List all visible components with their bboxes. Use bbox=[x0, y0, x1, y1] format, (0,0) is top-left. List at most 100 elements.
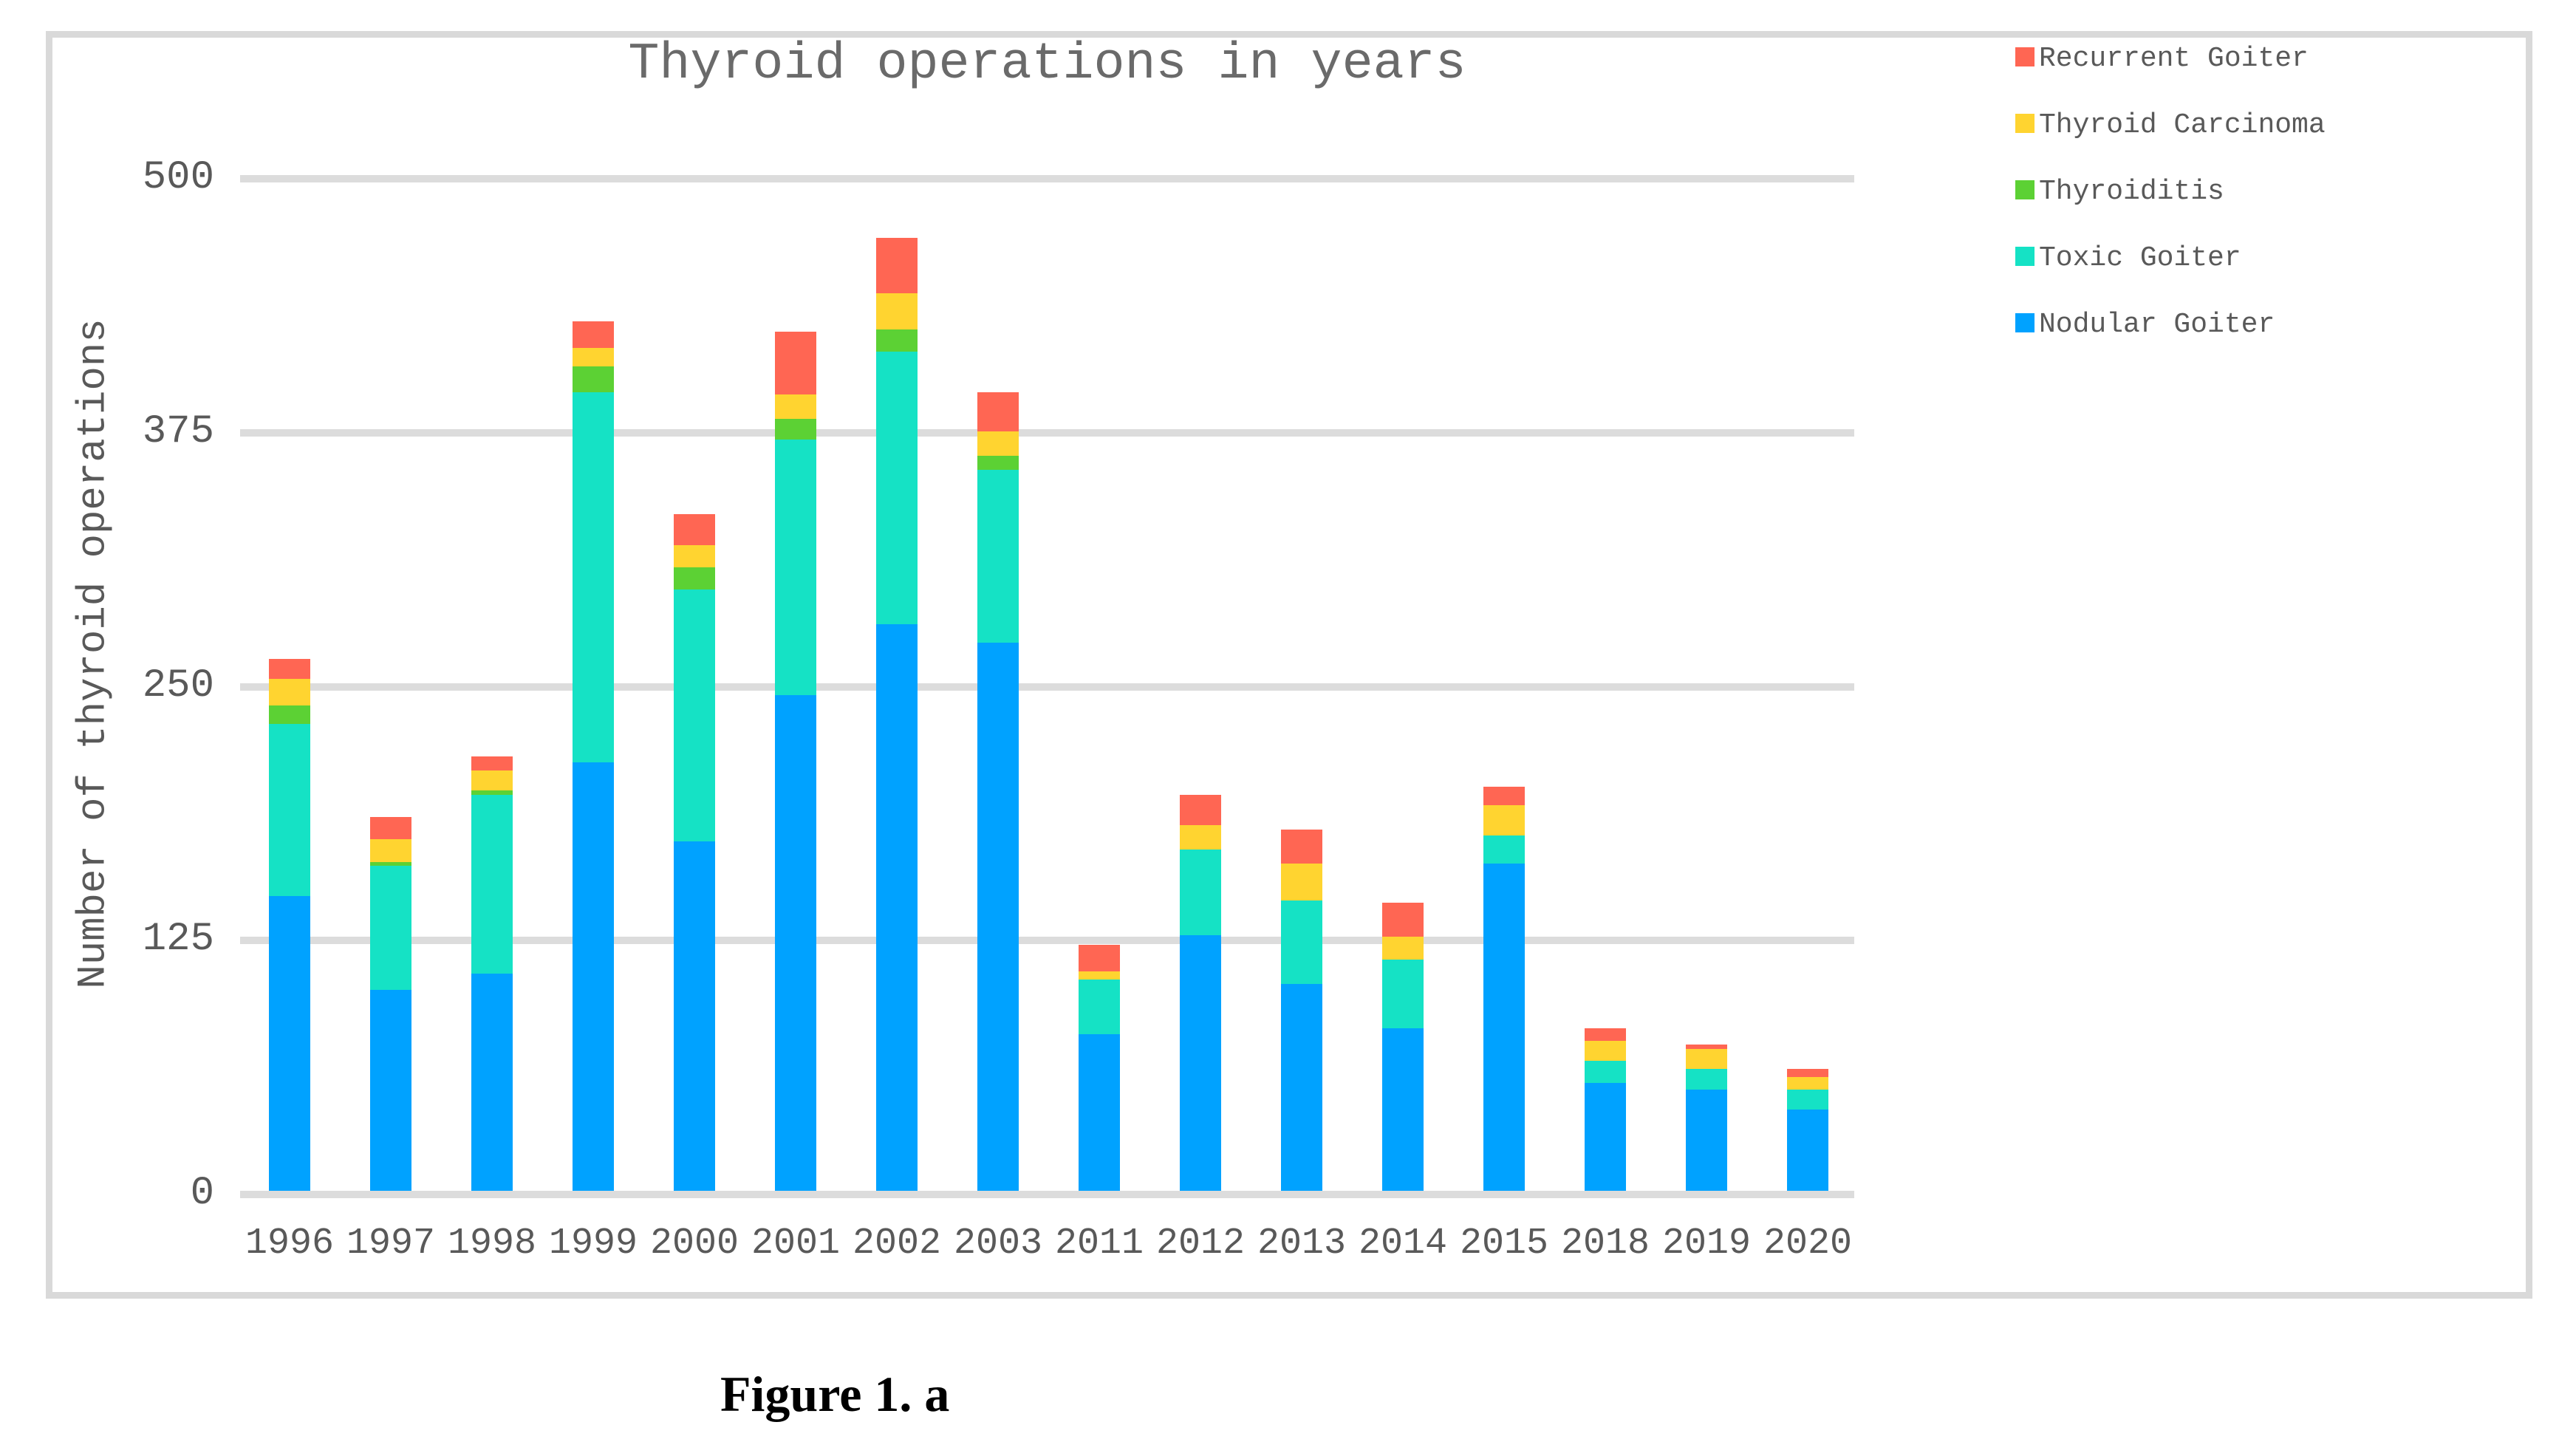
bar-segment-2015-thyroid-carcinoma bbox=[1483, 804, 1525, 835]
x-tick-label-1997: 1997 bbox=[346, 1223, 436, 1265]
bar-segment-2019-thyroid-carcinoma bbox=[1686, 1048, 1727, 1069]
x-tick-label-2020: 2020 bbox=[1763, 1223, 1853, 1265]
x-tick-label-2018: 2018 bbox=[1560, 1223, 1650, 1265]
gridline-250 bbox=[240, 683, 1854, 691]
bar-segment-1996-toxic-goiter bbox=[269, 723, 310, 897]
bar-segment-1999-recurrent-goiter bbox=[573, 321, 614, 348]
x-tick-label-2000: 2000 bbox=[649, 1223, 739, 1265]
x-tick-label-2001: 2001 bbox=[751, 1223, 841, 1265]
chart-title: Thyroid operations in years bbox=[628, 35, 1466, 94]
gridline-125 bbox=[240, 937, 1854, 945]
bar-segment-2015-nodular-goiter bbox=[1483, 864, 1525, 1191]
bar-segment-2012-toxic-goiter bbox=[1180, 850, 1221, 935]
bar-segment-2001-nodular-goiter bbox=[775, 695, 816, 1191]
bar-segment-2000-thyroid-carcinoma bbox=[674, 544, 715, 567]
legend-swatch-icon bbox=[2015, 47, 2035, 66]
y-tick-label-500: 500 bbox=[142, 155, 214, 200]
bar-segment-2019-nodular-goiter bbox=[1686, 1089, 1727, 1191]
legend-swatch-icon bbox=[2015, 247, 2035, 266]
bar-segment-1998-recurrent-goiter bbox=[471, 756, 513, 770]
bar-segment-2020-recurrent-goiter bbox=[1787, 1069, 1828, 1077]
bar-segment-2000-thyroiditis bbox=[674, 567, 715, 589]
bar-segment-2014-thyroid-carcinoma bbox=[1382, 937, 1424, 960]
bar-segment-1997-thyroid-carcinoma bbox=[370, 839, 411, 862]
bar-segment-2015-recurrent-goiter bbox=[1483, 786, 1525, 805]
legend-item-nodular-goiter: Nodular Goiter bbox=[2015, 309, 2275, 341]
legend-item-recurrent-goiter: Recurrent Goiter bbox=[2015, 43, 2309, 75]
bar-segment-2012-nodular-goiter bbox=[1180, 934, 1221, 1191]
bar-segment-1998-toxic-goiter bbox=[471, 794, 513, 974]
bar-segment-1997-nodular-goiter bbox=[370, 989, 411, 1191]
bar-segment-2003-thyroiditis bbox=[977, 455, 1019, 470]
bar-segment-2003-nodular-goiter bbox=[977, 642, 1019, 1191]
bar-segment-1999-nodular-goiter bbox=[573, 762, 614, 1191]
bar-segment-1996-thyroid-carcinoma bbox=[269, 679, 310, 705]
x-tick-label-2019: 2019 bbox=[1661, 1223, 1752, 1265]
x-tick-label-1998: 1998 bbox=[447, 1223, 537, 1265]
bar-segment-2002-thyroid-carcinoma bbox=[876, 293, 918, 329]
bar-segment-2003-thyroid-carcinoma bbox=[977, 431, 1019, 456]
bar-segment-2019-recurrent-goiter bbox=[1686, 1045, 1727, 1049]
legend-label: Toxic Goiter bbox=[2039, 242, 2241, 274]
bar-segment-2018-recurrent-goiter bbox=[1585, 1028, 1626, 1041]
gridline-500 bbox=[240, 175, 1854, 182]
bar-segment-2003-toxic-goiter bbox=[977, 469, 1019, 643]
bar-segment-2013-thyroid-carcinoma bbox=[1281, 864, 1322, 900]
y-tick-label-375: 375 bbox=[142, 409, 214, 454]
bar-segment-2001-thyroid-carcinoma bbox=[775, 394, 816, 419]
bar-segment-2002-recurrent-goiter bbox=[876, 238, 918, 293]
bar-segment-2013-nodular-goiter bbox=[1281, 983, 1322, 1191]
legend-item-thyroiditis: Thyroiditis bbox=[2015, 176, 2224, 208]
legend-label: Thyroid Carcinoma bbox=[2039, 109, 2326, 141]
bar-segment-2020-toxic-goiter bbox=[1787, 1089, 1828, 1110]
legend-swatch-icon bbox=[2015, 114, 2035, 133]
x-tick-label-2012: 2012 bbox=[1155, 1223, 1246, 1265]
bar-segment-2001-toxic-goiter bbox=[775, 439, 816, 695]
bar-segment-2000-recurrent-goiter bbox=[674, 514, 715, 545]
bar-segment-1998-thyroiditis bbox=[471, 790, 513, 795]
bar-segment-1996-nodular-goiter bbox=[269, 896, 310, 1191]
bar-segment-2011-recurrent-goiter bbox=[1079, 945, 1120, 971]
bar-segment-2018-thyroid-carcinoma bbox=[1585, 1040, 1626, 1061]
bar-segment-1998-nodular-goiter bbox=[471, 973, 513, 1191]
bar-segment-2015-toxic-goiter bbox=[1483, 835, 1525, 864]
bar-segment-2000-nodular-goiter bbox=[674, 841, 715, 1191]
bar-segment-2011-thyroid-carcinoma bbox=[1079, 971, 1120, 980]
bar-segment-1997-toxic-goiter bbox=[370, 866, 411, 990]
gridline-375 bbox=[240, 428, 1854, 437]
bar-segment-2012-recurrent-goiter bbox=[1180, 794, 1221, 825]
bar-segment-1996-recurrent-goiter bbox=[269, 658, 310, 679]
bar-segment-1997-recurrent-goiter bbox=[370, 817, 411, 840]
bar-segment-2014-recurrent-goiter bbox=[1382, 902, 1424, 937]
bar-segment-1997-thyroiditis bbox=[370, 861, 411, 866]
bar-segment-2020-thyroid-carcinoma bbox=[1787, 1077, 1828, 1090]
legend-item-toxic-goiter: Toxic Goiter bbox=[2015, 242, 2241, 274]
bar-segment-1998-thyroid-carcinoma bbox=[471, 770, 513, 791]
bar-segment-2014-nodular-goiter bbox=[1382, 1028, 1424, 1191]
bar-segment-2001-recurrent-goiter bbox=[775, 331, 816, 394]
legend-swatch-icon bbox=[2015, 180, 2035, 199]
bar-segment-1999-thyroiditis bbox=[573, 366, 614, 393]
legend-item-thyroid-carcinoma: Thyroid Carcinoma bbox=[2015, 109, 2326, 141]
y-tick-label-125: 125 bbox=[142, 917, 214, 963]
bar-segment-2002-nodular-goiter bbox=[876, 623, 918, 1191]
bar-segment-2018-nodular-goiter bbox=[1585, 1083, 1626, 1191]
bar-segment-2013-toxic-goiter bbox=[1281, 900, 1322, 984]
bar-segment-1996-thyroiditis bbox=[269, 705, 310, 724]
y-tick-label-250: 250 bbox=[142, 663, 214, 708]
bar-segment-2018-toxic-goiter bbox=[1585, 1061, 1626, 1084]
legend-swatch-icon bbox=[2015, 313, 2035, 332]
x-tick-label-2003: 2003 bbox=[953, 1223, 1043, 1265]
x-tick-label-2013: 2013 bbox=[1257, 1223, 1347, 1265]
y-axis-title: Number of thyroid operations bbox=[71, 318, 117, 989]
legend-label: Thyroiditis bbox=[2039, 176, 2224, 208]
y-tick-label-0: 0 bbox=[190, 1171, 214, 1216]
x-axis-line bbox=[240, 1191, 1854, 1198]
bar-segment-2011-nodular-goiter bbox=[1079, 1034, 1120, 1191]
bar-segment-2014-toxic-goiter bbox=[1382, 959, 1424, 1028]
bar-segment-2001-thyroiditis bbox=[775, 419, 816, 440]
legend-label: Recurrent Goiter bbox=[2039, 43, 2309, 75]
figure-caption: Figure 1. a bbox=[720, 1366, 950, 1422]
legend-label: Nodular Goiter bbox=[2039, 309, 2275, 341]
bar-segment-2011-toxic-goiter bbox=[1079, 980, 1120, 1035]
